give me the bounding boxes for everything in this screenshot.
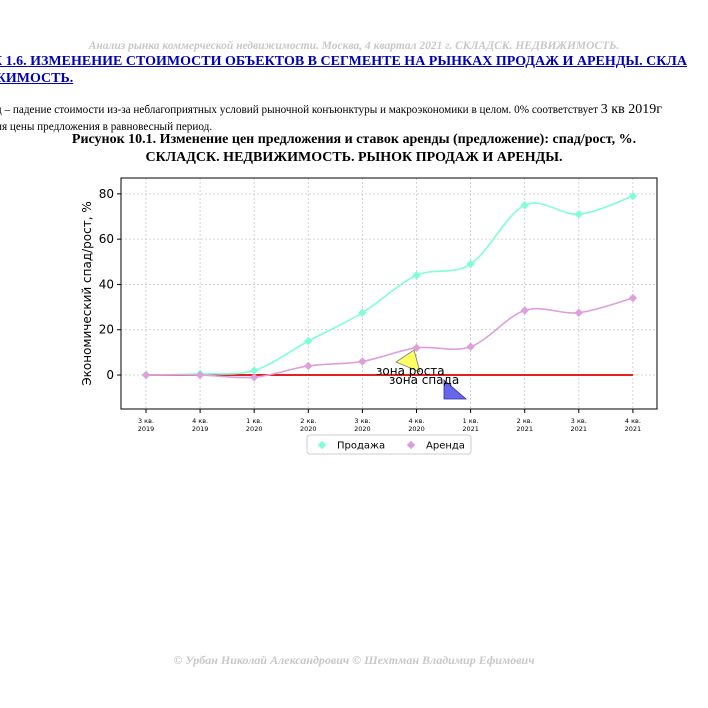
x-tick-label: 4 кв. <box>408 417 424 425</box>
x-tick-label: 2019 <box>192 425 209 433</box>
data-point-rent <box>250 373 259 382</box>
note-line-1-text: д – падение стоимости из-за неблагоприят… <box>0 104 601 116</box>
data-point-sale <box>574 210 583 219</box>
y-tick-label: 0 <box>106 368 114 382</box>
x-tick-label: 4 кв. <box>192 417 208 425</box>
data-point-rent <box>520 306 529 315</box>
section-title-line-1: К 1.6. ИЗМЕНЕНИЕ СТОИМОСТИ ОБЪЕКТОВ В СЕ… <box>0 54 687 69</box>
data-point-sale <box>520 200 529 210</box>
note-line-1: д – падение стоимости из-за неблагоприят… <box>0 101 708 119</box>
y-axis-title: Экономический спад/рост, % <box>80 201 94 385</box>
data-point-rent <box>574 308 583 317</box>
x-tick-label: 3 кв. <box>354 417 370 425</box>
data-point-sale <box>466 259 475 269</box>
x-tick-label: 3 кв. <box>138 417 154 425</box>
data-point-sale <box>358 308 367 317</box>
legend-marker-rent <box>406 440 416 450</box>
data-point-sale <box>412 271 421 280</box>
data-point-rent <box>141 370 151 380</box>
data-point-rent <box>466 342 475 351</box>
x-tick-label: 2020 <box>300 425 317 433</box>
series-line-rent <box>145 297 634 379</box>
growth-zone-label: зона роста <box>376 364 445 378</box>
legend-label-sale: Продажа <box>337 441 385 452</box>
x-tick-label: 2021 <box>516 425 533 433</box>
decline-zone-marker <box>443 379 468 400</box>
x-tick-label: 2019 <box>138 425 155 433</box>
growth-zone-marker <box>395 349 421 373</box>
figure-caption-line-1: Рисунок 10.1. Изменение цен предложения … <box>71 132 637 147</box>
note-line-2: ия цены предложения в равновесный период… <box>0 121 213 133</box>
x-tick-label: 4 кв. <box>625 417 641 425</box>
y-tick-label: 40 <box>99 277 114 291</box>
data-point-sale <box>304 336 313 346</box>
legend-marker-sale <box>317 440 327 450</box>
x-tick-label: 2021 <box>462 425 479 433</box>
data-point-rent <box>195 370 205 380</box>
data-point-sale <box>628 191 638 201</box>
series-line-sale <box>145 195 634 376</box>
x-tick-label: 2021 <box>571 425 588 433</box>
x-tick-label: 2 кв. <box>300 417 316 425</box>
data-point-sale <box>250 366 259 375</box>
x-tick-label: 3 кв. <box>571 417 587 425</box>
x-tick-label: 2020 <box>354 425 371 433</box>
decline-zone-label: зона спада <box>389 373 459 387</box>
plot-area <box>120 177 658 410</box>
legend-label-rent: Аренда <box>426 441 465 452</box>
x-tick-label: 2020 <box>408 425 425 433</box>
explanatory-note: д – падение стоимости из-за неблагоприят… <box>0 101 708 136</box>
data-point-rent <box>358 357 367 366</box>
data-point-rent <box>628 293 638 303</box>
note-base-period: 3 кв 2019г <box>600 102 662 117</box>
y-tick-label: 20 <box>99 323 114 337</box>
x-tick-label: 2020 <box>246 425 263 433</box>
plot-frame <box>120 177 658 410</box>
document-header: Анализ рынка коммерческой недвижимости. … <box>88 40 620 52</box>
data-point-rent <box>304 361 313 371</box>
x-tick-label: 2 кв. <box>517 417 533 425</box>
legend: Продажа Аренда <box>306 434 472 455</box>
y-tick-label: 60 <box>99 232 114 246</box>
legend-box <box>306 434 472 455</box>
y-tick-label: 80 <box>99 187 114 201</box>
section-title-line-2: ЖИМОСТЬ. <box>0 71 74 86</box>
figure-caption-line-2: СКЛАДСК. НЕДВИЖИМОСТЬ. РЫНОК ПРОДАЖ И АР… <box>145 149 563 165</box>
section-title: К 1.6. ИЗМЕНЕНИЕ СТОИМОСТИ ОБЪЕКТОВ В СЕ… <box>0 53 708 87</box>
x-tick-label: 1 кв. <box>246 417 262 425</box>
x-tick-label: 1 кв. <box>463 417 479 425</box>
figure-caption: Рисунок 10.1. Изменение цен предложения … <box>0 131 708 166</box>
x-tick-label: 2021 <box>625 425 642 433</box>
copyright-footer: © Урбан Николай Александрович © Шехтман … <box>173 653 535 667</box>
